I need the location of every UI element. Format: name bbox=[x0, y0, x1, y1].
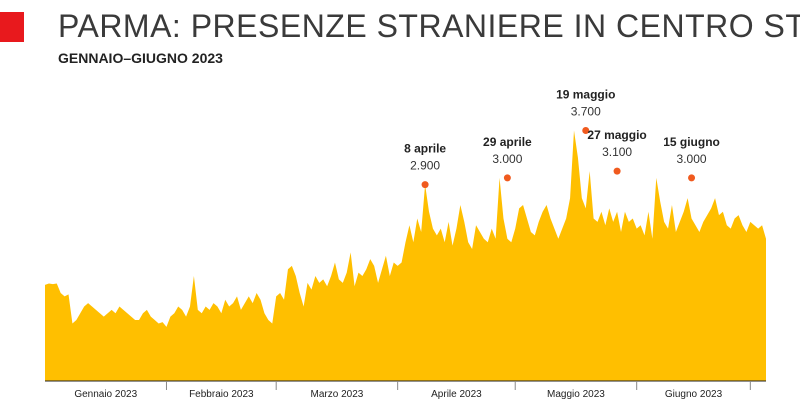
peak-marker bbox=[421, 181, 429, 189]
x-axis: Gennaio 2023 Febbraio 2023 Marzo 2023 April… bbox=[45, 380, 766, 400]
peak-value-label: 3.000 bbox=[492, 152, 522, 166]
peak-marker bbox=[503, 174, 511, 182]
peak-date-label: 19 maggio bbox=[556, 87, 615, 101]
peak-date-label: 8 aprile bbox=[404, 142, 446, 156]
x-tick-label: Febbraio 2023 bbox=[189, 389, 254, 400]
annotations: 8 aprile 2.900 29 aprile 3.000 19 maggio 3.70… bbox=[404, 87, 720, 189]
chart-subtitle: GENNAIO–GIUGNO 2023 bbox=[58, 50, 223, 66]
x-tick-label: Aprile 2023 bbox=[431, 389, 482, 400]
peak-marker bbox=[688, 174, 696, 182]
x-tick-label: Gennaio 2023 bbox=[74, 389, 137, 400]
peak-value-label: 3.100 bbox=[602, 145, 632, 159]
x-tick-label: Giugno 2023 bbox=[665, 389, 723, 400]
peak-value-label: 3.700 bbox=[571, 104, 601, 118]
x-tick-label: Maggio 2023 bbox=[547, 389, 605, 400]
x-tick-label: Marzo 2023 bbox=[311, 389, 364, 400]
peak-date-label: 29 aprile bbox=[483, 135, 532, 149]
peak-value-label: 3.000 bbox=[677, 152, 707, 166]
chart-title: PARMA: PRESENZE STRANIERE IN CENTRO ST. bbox=[58, 8, 800, 44]
area-series bbox=[45, 130, 766, 381]
peak-marker bbox=[613, 167, 621, 175]
peak-marker bbox=[582, 126, 590, 134]
peak-value-label: 2.900 bbox=[410, 159, 440, 173]
peak-date-label: 15 giugno bbox=[663, 135, 720, 149]
peak-date-label: 27 maggio bbox=[587, 128, 646, 142]
accent-bar bbox=[0, 12, 24, 42]
